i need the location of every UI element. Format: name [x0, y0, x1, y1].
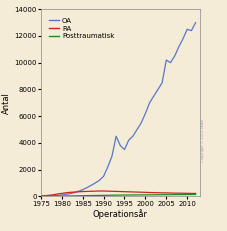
X-axis label: Operationsår: Operationsår [93, 209, 148, 219]
Legend: OA, RA, Posttraumatisk: OA, RA, Posttraumatisk [47, 16, 116, 41]
Text: Copyright © 2013 SKAR: Copyright © 2013 SKAR [201, 119, 205, 162]
Y-axis label: Antal: Antal [2, 92, 11, 114]
